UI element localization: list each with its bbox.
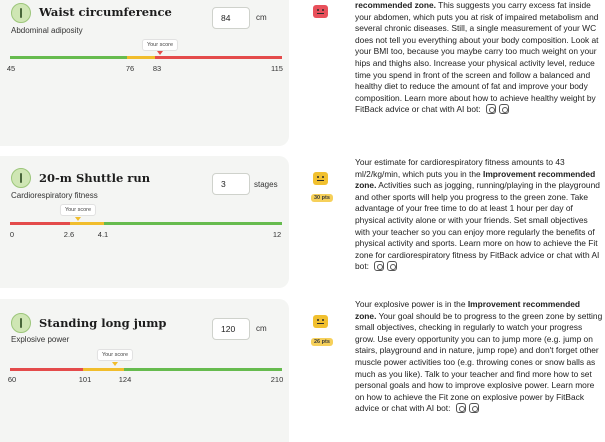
zone-name: Improvement recommended zone. [355,299,580,321]
result-description: Your explosive power is in the Improveme… [355,299,603,415]
info-icon[interactable] [11,168,31,188]
green-zone [104,222,282,225]
test-card-long-jump: Standing long jump Explosive power 120 c… [0,299,289,442]
scale-threshold-1: 76 [125,64,135,73]
scale-min: 60 [7,375,17,384]
advice-icon[interactable] [486,104,497,115]
value-input[interactable]: 3 [212,173,250,195]
scale-min: 0 [9,230,15,239]
value-input[interactable]: 120 [212,318,250,340]
scale-threshold-2: 4.1 [97,230,109,239]
advice-icon[interactable] [455,403,466,414]
scale-threshold-1: 101 [78,375,92,384]
advice-icon[interactable] [374,261,385,272]
yellow-zone [83,368,124,371]
ai-bot-icon[interactable] [468,403,479,414]
points-badge: 30 pts [311,194,333,202]
score-tooltip: Your score [96,349,134,361]
ai-bot-icon[interactable] [387,261,398,272]
green-zone [10,56,127,59]
scale-max: 210 [270,375,284,384]
value-input[interactable]: 84 [212,7,250,29]
score-scale [10,222,282,225]
test-title: Standing long jump [39,316,167,330]
test-title: Waist circumference [39,5,172,19]
info-icon[interactable] [11,313,31,333]
score-scale [10,56,282,59]
unit-label: cm [256,13,267,22]
test-subtitle: Cardiorespiratory fitness [11,191,98,200]
test-card-waist: Waist circumference Abdominal adiposity … [0,0,289,146]
zone-status-icon [313,315,328,328]
unit-label: cm [256,324,267,333]
result-description: recommended zone. This suggests you carr… [355,0,603,116]
score-marker [112,362,118,366]
red-zone [10,222,70,225]
score-marker [157,51,163,55]
zone-status-icon [313,172,328,185]
scale-max: 115 [271,64,283,73]
yellow-zone [127,56,155,59]
test-subtitle: Explosive power [11,335,70,344]
score-tooltip: Your score [59,204,97,216]
zone-name: recommended zone. [355,0,436,10]
zone-status-icon [313,5,328,18]
advice-text: This suggests you carry excess fat insid… [355,0,599,115]
result-intro: Your estimate for cardiorespiratory fitn… [355,157,565,179]
zone-name: Improvement recommended zone. [355,168,596,191]
unit-label: stages [254,180,278,189]
ai-bot-icon[interactable] [499,104,510,115]
test-card-shuttle-run: 20-m Shuttle run Cardiorespiratory fitne… [0,156,289,288]
scale-threshold-2: 124 [118,375,132,384]
scale-max: 12 [272,230,282,239]
green-zone [124,368,282,371]
test-subtitle: Abdominal adiposity [11,26,83,35]
score-scale [10,368,282,371]
score-marker [75,217,81,221]
advice-text: Your goal should be to progress to the g… [355,310,603,414]
test-title: 20-m Shuttle run [39,171,151,185]
points-badge: 26 pts [311,338,333,346]
info-icon[interactable] [11,3,31,23]
yellow-zone [70,222,104,225]
scale-min: 45 [6,64,16,73]
result-intro: Your explosive power is in the [355,299,468,309]
red-zone [10,368,83,371]
scale-threshold-2: 83 [152,64,162,73]
score-tooltip: Your score [141,39,179,51]
advice-text: Activities such as jogging, running/play… [355,180,600,272]
result-description: Your estimate for cardiorespiratory fitn… [355,157,603,273]
scale-threshold-1: 2.6 [63,230,75,239]
red-zone [155,56,282,59]
